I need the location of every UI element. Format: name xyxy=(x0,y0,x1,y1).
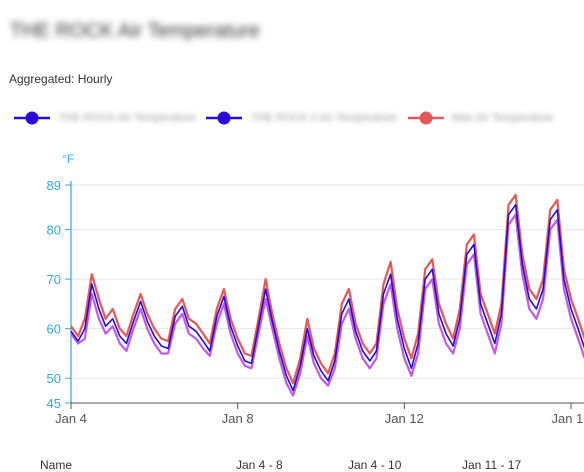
x-tick-label: Jan 4 xyxy=(55,411,87,426)
aggregation-label: Aggregated: Hourly xyxy=(9,72,113,86)
x-tick-label: Jan 16 xyxy=(551,411,584,426)
series-line-1[interactable] xyxy=(70,193,584,385)
y-tick-label: 70 xyxy=(47,272,61,287)
legend-item-series-3[interactable]: Max Air Temperature xyxy=(407,109,554,129)
legend-item-series-2[interactable]: THE ROCK 2 Air Temperature xyxy=(206,109,397,129)
legend-label: Max Air Temperature xyxy=(452,111,554,124)
y-tick-label: 45 xyxy=(47,396,61,411)
x-tick-label: Jan 12 xyxy=(385,411,424,426)
y-axis-unit-label: °F xyxy=(62,152,74,166)
x-tick-label: Jan 8 xyxy=(222,411,254,426)
summary-col-3: Jan 11 - 17 xyxy=(462,458,522,472)
legend-item-series-1[interactable]: THE ROCK Air Temperature xyxy=(14,109,196,129)
y-tick-label: 50 xyxy=(47,371,61,386)
legend-marker-icon xyxy=(14,111,50,125)
summary-col-1: Jan 4 - 8 xyxy=(236,458,283,472)
y-tick-label: 80 xyxy=(47,223,61,238)
summary-col-2: Jan 4 - 10 xyxy=(348,458,402,472)
series-line-2[interactable] xyxy=(70,204,584,392)
axes: 45 50 60 70 80 89 Jan 4 Jan 8 Jan 12 Jan 16 xyxy=(47,178,584,426)
chart-title: THE ROCK Air Temperature xyxy=(10,20,260,42)
legend-marker-icon xyxy=(407,111,444,125)
legend-label: THE ROCK 2 Air Temperature xyxy=(250,111,398,124)
y-tick-label: 89 xyxy=(47,178,61,193)
legend-marker-icon xyxy=(206,111,243,125)
series-lines xyxy=(70,193,584,397)
chart-legend: THE ROCK Air Temperature THE ROCK 2 Air … xyxy=(14,109,584,129)
y-tick-label: 60 xyxy=(47,322,61,337)
summary-col-name: Name xyxy=(40,458,73,472)
series-line-3[interactable] xyxy=(70,213,584,397)
legend-label: THE ROCK Air Temperature xyxy=(58,111,196,124)
summary-header-row: Name Jan 4 - 8 Jan 4 - 10 Jan 11 - 17 xyxy=(0,458,584,472)
